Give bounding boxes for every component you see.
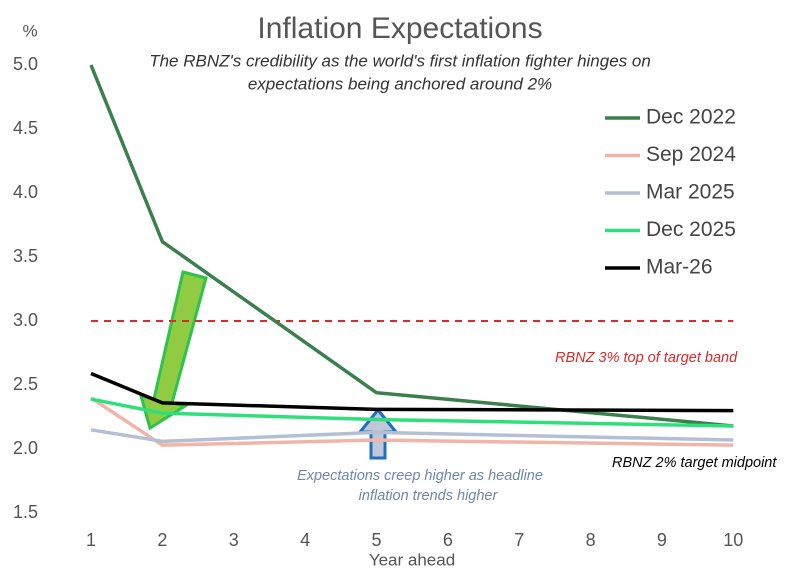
x-axis-title: Year ahead <box>369 550 455 569</box>
y-unit: % <box>22 21 37 40</box>
legend-label: Dec 2025 <box>646 218 736 241</box>
legend-label: Mar-26 <box>646 256 713 279</box>
series-line <box>90 371 734 413</box>
y-tick-label: 4.0 <box>13 182 38 202</box>
legend-label: Sep 2024 <box>646 143 736 166</box>
y-tick-label: 4.5 <box>13 118 38 138</box>
x-tick-label: 1 <box>86 530 96 550</box>
x-tick-label: 9 <box>657 530 667 550</box>
legend-label: Mar 2025 <box>646 181 735 204</box>
x-tick-label: 10 <box>723 530 743 550</box>
x-tick-label: 6 <box>443 530 453 550</box>
y-tick-label: 3.5 <box>13 246 38 266</box>
x-tick-label: 5 <box>371 530 381 550</box>
chart-subtitle: expectations being anchored around 2% <box>248 74 552 93</box>
annotation: RBNZ 2% target midpoint <box>612 455 777 471</box>
y-tick-label: 1.5 <box>13 502 38 522</box>
chart-subtitle: The RBNZ's credibility as the world's fi… <box>149 51 651 70</box>
y-tick-label: 2.0 <box>13 438 38 458</box>
y-tick-label: 5.0 <box>13 54 38 74</box>
annotation: Expectations creep higher as headline <box>297 468 543 484</box>
annotation: inflation trends higher <box>359 488 499 504</box>
annotation: RBNZ 3% top of target band <box>555 350 738 366</box>
x-tick-label: 8 <box>586 530 596 550</box>
x-tick-label: 7 <box>514 530 524 550</box>
series-line <box>90 428 734 444</box>
series-line <box>90 397 734 428</box>
x-tick-label: 2 <box>157 530 167 550</box>
chart-title: Inflation Expectations <box>257 12 542 45</box>
x-tick-label: 3 <box>229 530 239 550</box>
y-tick-label: 3.0 <box>13 310 38 330</box>
y-tick-label: 2.5 <box>13 374 38 394</box>
legend-label: Dec 2022 <box>646 106 736 129</box>
x-tick-label: 4 <box>300 530 310 550</box>
series-line <box>90 396 734 447</box>
